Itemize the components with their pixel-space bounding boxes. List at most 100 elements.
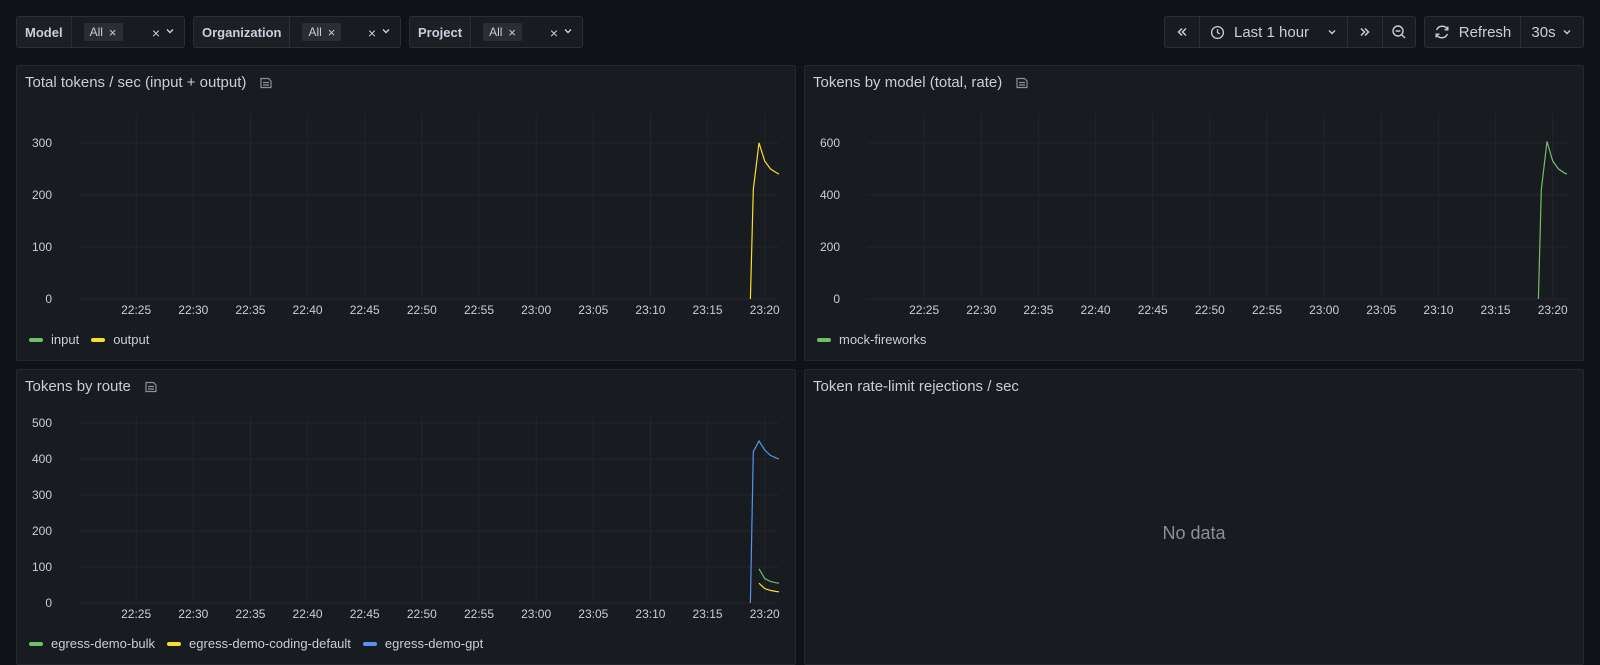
description-icon[interactable]	[143, 379, 159, 395]
remove-icon[interactable]: ×	[327, 24, 336, 40]
refresh-label: Refresh	[1458, 23, 1512, 41]
chevron-down-icon[interactable]	[380, 25, 392, 37]
legend-label: egress-demo-gpt	[384, 636, 484, 651]
y-tick-label: 0	[45, 596, 52, 610]
legend-item[interactable]: input	[29, 332, 79, 347]
filter-project[interactable]: Project All × ×	[409, 16, 583, 48]
x-tick-label: 22:40	[293, 303, 323, 317]
x-tick-label: 23:05	[578, 607, 608, 621]
x-tick-label: 22:50	[407, 607, 437, 621]
y-tick-label: 300	[32, 488, 52, 502]
filter-organization[interactable]: Organization All × ×	[193, 16, 401, 48]
legend-item[interactable]: mock-fireworks	[817, 332, 926, 347]
x-tick-label: 22:50	[407, 303, 437, 317]
filter-chip[interactable]: All ×	[483, 23, 523, 41]
x-tick-label: 22:25	[121, 303, 151, 317]
refresh-interval-select[interactable]: 30s	[1521, 17, 1583, 47]
series-line-mock-fireworks	[1537, 141, 1568, 300]
filter-select[interactable]: All × ×	[290, 17, 400, 47]
chart-total-tokens: 0 100 200 300 22:25 22:30 22:35 22:40 22:45 22:50…	[32, 114, 780, 317]
x-tick-label: 22:30	[966, 303, 996, 317]
zoom-out-icon	[1392, 25, 1406, 39]
filter-label: Project	[410, 17, 472, 47]
filter-model[interactable]: Model All × ×	[16, 16, 185, 48]
series-line-egress-demo-bulk	[758, 568, 780, 584]
time-range-label: Last 1 hour	[1234, 23, 1310, 41]
y-tick-label: 300	[32, 136, 52, 150]
x-tick-label: 23:15	[693, 303, 723, 317]
chevrons-left-icon	[1177, 27, 1187, 37]
refresh-button[interactable]: Refresh	[1425, 17, 1521, 47]
legend-item[interactable]: egress-demo-coding-default	[167, 636, 351, 651]
panel-title: Tokens by model (total, rate)	[813, 74, 1003, 91]
panel-title: Token rate-limit rejections / sec	[813, 378, 1019, 395]
legend-swatch	[362, 641, 377, 646]
y-tick-label: 0	[833, 292, 840, 306]
panel-title: Total tokens / sec (input + output)	[25, 74, 247, 91]
legend-item[interactable]: egress-demo-bulk	[29, 636, 155, 651]
x-tick-label: 23:10	[635, 607, 665, 621]
clear-icon[interactable]: ×	[151, 25, 160, 41]
chevron-down-icon[interactable]	[562, 25, 574, 37]
x-tick-label: 22:45	[350, 607, 380, 621]
filter-label: Organization	[194, 17, 291, 47]
panel-header: Tokens by route	[25, 378, 159, 395]
x-tick-label: 23:15	[693, 607, 723, 621]
series-line-output	[749, 142, 780, 300]
filter-select[interactable]: All × ×	[72, 17, 184, 47]
x-tick-label: 22:55	[464, 303, 494, 317]
remove-icon[interactable]: ×	[108, 24, 117, 40]
legend-item[interactable]: output	[91, 332, 149, 347]
chip-label: All	[308, 25, 322, 39]
x-tick-label: 22:40	[293, 607, 323, 621]
panel-title: Tokens by route	[25, 378, 131, 395]
chart-tokens-by-model: 0 200 400 600 22:25 22:30 22:35 22:40 22:45 22:50…	[820, 114, 1568, 317]
description-icon[interactable]	[1014, 75, 1030, 91]
chip-label: All	[89, 25, 103, 39]
x-tick-label: 22:55	[464, 607, 494, 621]
legend-label: output	[113, 332, 150, 347]
x-tick-label: 22:35	[235, 607, 265, 621]
y-tick-label: 400	[32, 452, 52, 466]
x-tick-label: 22:25	[909, 303, 939, 317]
filter-select[interactable]: All × ×	[471, 17, 582, 47]
legend-label: egress-demo-bulk	[51, 636, 156, 651]
clear-icon[interactable]: ×	[549, 25, 558, 41]
x-tick-label: 23:20	[750, 607, 780, 621]
shift-back-button[interactable]	[1165, 17, 1200, 47]
x-tick-label: 23:10	[1423, 303, 1453, 317]
chevron-down-icon	[1563, 30, 1571, 35]
legend-swatch	[167, 641, 182, 646]
x-tick-label: 22:45	[350, 303, 380, 317]
zoom-out-button[interactable]	[1383, 17, 1415, 47]
x-tick-label: 22:25	[121, 607, 151, 621]
panel-tokens-by-route: 0 100 200 300 400 500 22:25 22:30 22:35 22:40 22:4…	[16, 369, 796, 665]
chevron-down-icon[interactable]	[164, 25, 176, 37]
panel-total-tokens: 0 100 200 300 22:25 22:30 22:35 22:40 22:45 22:50…	[16, 65, 796, 361]
x-tick-label: 23:20	[750, 303, 780, 317]
x-tick-label: 22:55	[1252, 303, 1282, 317]
x-tick-label: 22:40	[1081, 303, 1111, 317]
filter-chip[interactable]: All ×	[302, 23, 342, 41]
panel-tokens-by-model: 0 200 400 600 22:25 22:30 22:35 22:40 22:45 22:50…	[804, 65, 1584, 361]
remove-icon[interactable]: ×	[508, 24, 517, 40]
x-tick-label: 22:35	[235, 303, 265, 317]
filter-chip[interactable]: All ×	[83, 23, 123, 41]
x-tick-label: 23:20	[1538, 303, 1568, 317]
y-tick-label: 500	[32, 416, 52, 430]
chevron-down-icon	[1328, 30, 1336, 35]
x-tick-label: 23:00	[1309, 303, 1339, 317]
panel-header: Tokens by model (total, rate)	[813, 74, 1030, 91]
filter-label: Model	[17, 17, 72, 47]
legend: mock-fireworks	[817, 332, 926, 347]
legend-item[interactable]: egress-demo-gpt	[362, 636, 484, 651]
clear-icon[interactable]: ×	[367, 25, 376, 41]
x-tick-label: 23:05	[1366, 303, 1396, 317]
time-range-picker[interactable]: Last 1 hour	[1200, 17, 1348, 47]
y-tick-label: 200	[820, 240, 840, 254]
x-tick-label: 22:50	[1195, 303, 1225, 317]
description-icon[interactable]	[258, 75, 274, 91]
chart-tokens-by-route: 0 100 200 300 400 500 22:25 22:30 22:35 22:40 22:4…	[32, 415, 780, 621]
refresh-controls: Refresh 30s	[1424, 16, 1584, 48]
shift-forward-button[interactable]	[1348, 17, 1383, 47]
